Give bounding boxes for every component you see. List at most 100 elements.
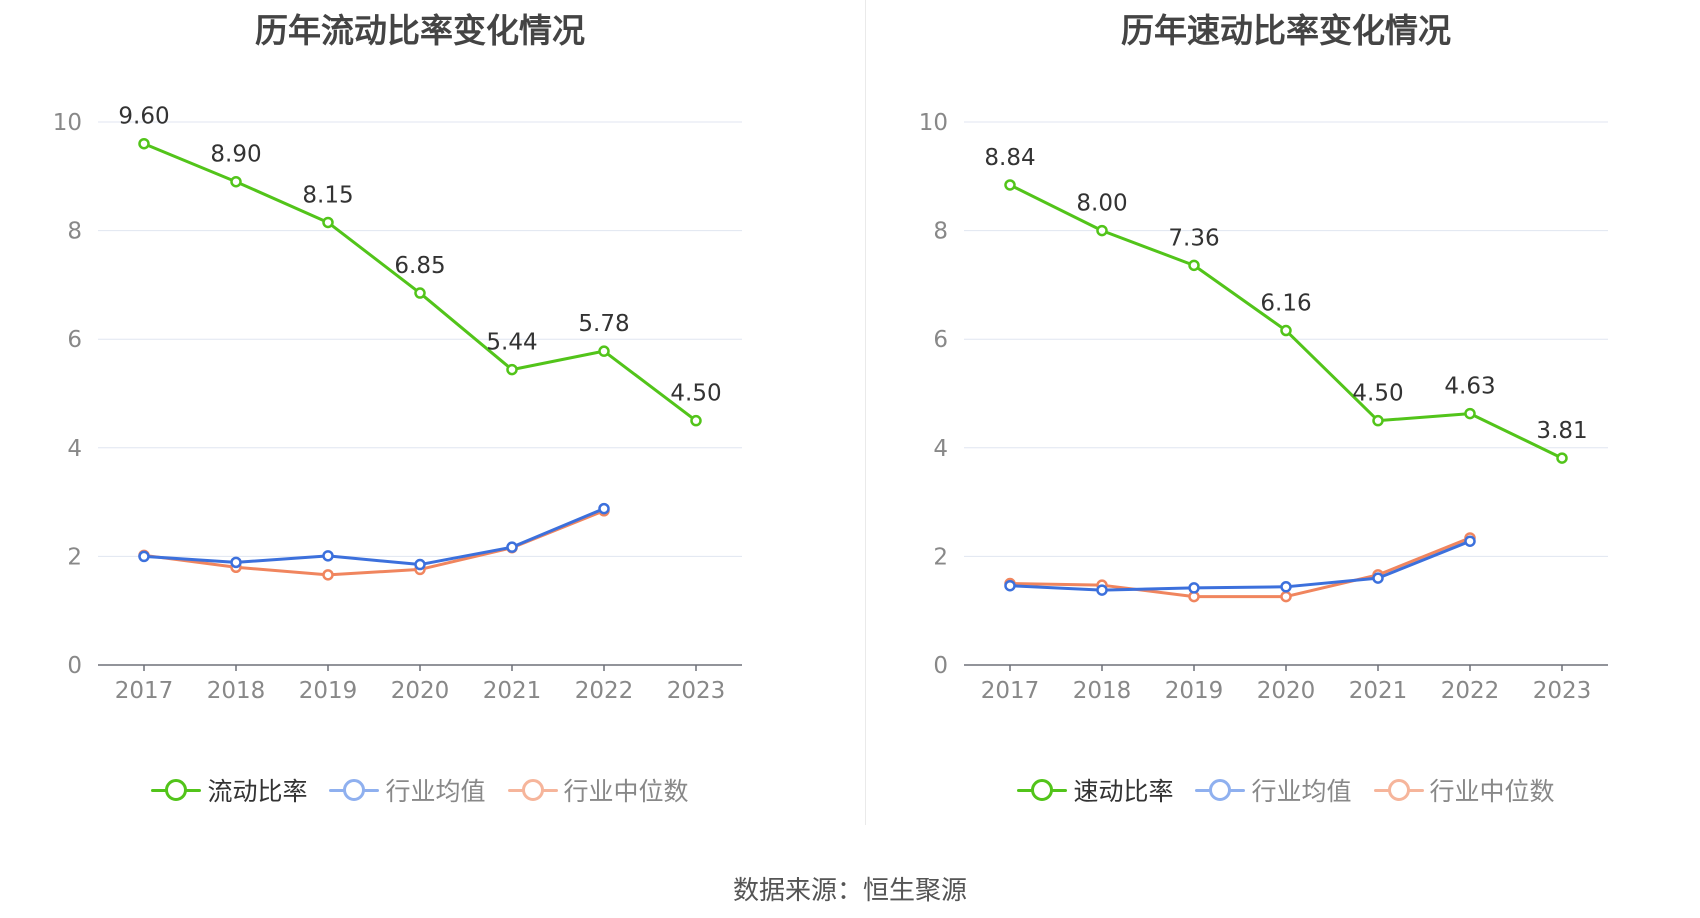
x-tick-label: 2019 bbox=[299, 678, 358, 704]
x-tick-label: 2017 bbox=[115, 678, 174, 704]
data-point-main[interactable] bbox=[690, 414, 702, 427]
data-point-industry-mean[interactable] bbox=[322, 550, 334, 562]
data-label: 6.85 bbox=[394, 253, 445, 279]
chart-panel-quick-ratio: 历年速动比率变化情况 0 2 4 6 8 10 2017 2018 2019 2020 2021 20… bbox=[866, 0, 1700, 830]
legend: 速动比率 行业均值 行业中位数 bbox=[866, 772, 1700, 808]
data-point-industry-mean[interactable] bbox=[1188, 582, 1200, 594]
data-point-main[interactable] bbox=[598, 345, 610, 357]
series-line-main bbox=[143, 142, 697, 422]
legend-item-industry-mean[interactable]: 行业均值 bbox=[1195, 772, 1352, 808]
data-point-main[interactable] bbox=[138, 137, 150, 150]
x-tick-label: 2020 bbox=[391, 678, 450, 704]
data-label: 5.44 bbox=[486, 330, 537, 356]
legend-line-circle-icon bbox=[1195, 777, 1246, 803]
data-label: 5.78 bbox=[578, 311, 629, 337]
y-tick-label: 2 bbox=[67, 544, 82, 570]
x-tick-label: 2017 bbox=[981, 678, 1040, 704]
data-label: 8.84 bbox=[984, 145, 1035, 171]
series-line-industry-mean bbox=[143, 507, 605, 567]
data-label: 7.36 bbox=[1168, 225, 1219, 251]
data-point-main[interactable] bbox=[1188, 259, 1200, 272]
data-point-main[interactable] bbox=[1280, 324, 1292, 337]
data-point-main[interactable] bbox=[1372, 414, 1384, 427]
data-point-main[interactable] bbox=[1096, 224, 1108, 237]
legend-item-quick-ratio[interactable]: 速动比率 bbox=[1017, 772, 1173, 808]
data-point-industry-mean[interactable] bbox=[1004, 579, 1016, 592]
series-line-main bbox=[1009, 183, 1563, 460]
data-point-main[interactable] bbox=[230, 175, 242, 188]
line-chart-current-ratio: 0 2 4 6 8 10 2017 2018 2019 2020 2021 2022 2023 9.60 8… bbox=[53, 104, 742, 704]
legend-label: 流动比率 bbox=[207, 777, 308, 806]
legend-line-circle-icon bbox=[329, 777, 380, 803]
y-tick-label: 8 bbox=[933, 219, 948, 245]
data-label: 9.60 bbox=[118, 104, 169, 130]
x-tick-label: 2023 bbox=[1533, 678, 1592, 704]
y-tick-label: 2 bbox=[933, 544, 948, 570]
legend-item-current-ratio[interactable]: 流动比率 bbox=[151, 772, 307, 808]
data-source: 数据来源：恒生聚源 bbox=[732, 876, 967, 906]
legend-label: 速动比率 bbox=[1073, 777, 1174, 806]
legend-item-industry-median[interactable]: 行业中位数 bbox=[1373, 772, 1555, 808]
legend-item-industry-median[interactable]: 行业中位数 bbox=[507, 772, 689, 808]
x-tick-label: 2023 bbox=[667, 678, 726, 704]
data-point-main[interactable] bbox=[322, 216, 334, 229]
line-chart-quick-ratio: 0 2 4 6 8 10 2017 2018 2019 2020 2021 2022 2023 8.84 8… bbox=[919, 110, 1608, 704]
y-tick-label: 4 bbox=[933, 436, 948, 462]
x-tick-label: 2022 bbox=[1441, 678, 1500, 704]
legend-label: 行业均值 bbox=[1251, 777, 1352, 806]
data-point-industry-mean[interactable] bbox=[138, 550, 150, 563]
series-line-industry-mean bbox=[1009, 539, 1471, 592]
data-point-industry-median[interactable] bbox=[322, 569, 334, 581]
data-point-main[interactable] bbox=[1464, 407, 1476, 420]
data-label: 6.16 bbox=[1260, 291, 1311, 317]
legend-line-circle-icon bbox=[507, 777, 558, 803]
y-tick-label: 6 bbox=[933, 327, 948, 353]
data-point-industry-mean[interactable] bbox=[1280, 581, 1292, 593]
chart-title: 历年速动比率变化情况 bbox=[1121, 11, 1451, 50]
y-tick-label: 6 bbox=[67, 327, 82, 353]
x-tick-label: 2018 bbox=[207, 678, 266, 704]
data-label: 4.50 bbox=[1352, 381, 1403, 407]
chart-title: 历年流动比率变化情况 bbox=[255, 11, 585, 50]
data-point-industry-mean[interactable] bbox=[598, 502, 610, 515]
data-point-industry-mean[interactable] bbox=[1096, 584, 1108, 596]
chart-panel-current-ratio: 历年流动比率变化情况 0 2 4 6 8 10 2017 2018 2019 2020 2021 20… bbox=[0, 0, 850, 830]
x-tick-label: 2020 bbox=[1257, 678, 1316, 704]
data-label: 8.00 bbox=[1076, 191, 1127, 217]
data-label: 4.50 bbox=[670, 381, 721, 407]
panel-divider bbox=[865, 0, 866, 825]
data-point-main[interactable] bbox=[1556, 452, 1568, 464]
y-tick-label: 0 bbox=[67, 653, 82, 679]
x-tick-label: 2018 bbox=[1073, 678, 1132, 704]
legend: 流动比率 行业均值 行业中位数 bbox=[0, 772, 840, 808]
data-label: 8.90 bbox=[210, 142, 261, 168]
legend-label: 行业中位数 bbox=[1429, 777, 1555, 806]
data-label: 4.63 bbox=[1444, 374, 1495, 400]
data-point-main[interactable] bbox=[414, 287, 426, 299]
legend-line-circle-icon bbox=[1017, 777, 1068, 803]
legend-label: 行业中位数 bbox=[563, 777, 689, 806]
y-tick-label: 8 bbox=[67, 219, 82, 245]
legend-item-industry-mean[interactable]: 行业均值 bbox=[329, 772, 486, 808]
legend-label: 行业均值 bbox=[385, 777, 486, 806]
data-point-industry-median[interactable] bbox=[1280, 590, 1292, 603]
data-point-main[interactable] bbox=[1004, 179, 1016, 191]
y-tick-label: 0 bbox=[933, 653, 948, 679]
data-point-main[interactable] bbox=[506, 363, 518, 376]
data-point-industry-mean[interactable] bbox=[230, 556, 242, 569]
legend-line-circle-icon bbox=[1373, 777, 1424, 803]
data-label: 3.81 bbox=[1536, 418, 1587, 444]
x-tick-label: 2022 bbox=[575, 678, 634, 704]
data-point-industry-mean[interactable] bbox=[1372, 572, 1384, 584]
series-line-industry-median bbox=[1009, 536, 1471, 599]
data-point-industry-mean[interactable] bbox=[506, 541, 518, 553]
series-line-industry-median bbox=[143, 509, 605, 577]
x-tick-label: 2019 bbox=[1165, 678, 1224, 704]
data-point-industry-mean[interactable] bbox=[1464, 535, 1476, 547]
x-tick-label: 2021 bbox=[1349, 678, 1408, 704]
legend-line-circle-icon bbox=[151, 777, 202, 803]
y-tick-label: 10 bbox=[919, 110, 948, 136]
y-tick-label: 4 bbox=[67, 436, 82, 462]
data-point-industry-mean[interactable] bbox=[414, 558, 426, 571]
data-label: 8.15 bbox=[302, 182, 353, 208]
